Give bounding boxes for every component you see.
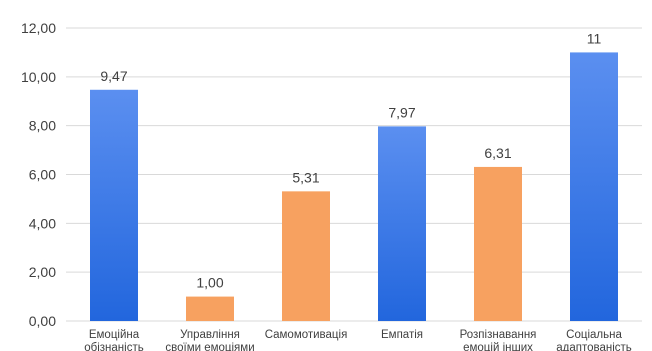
x-tick-label: Розпізнавання емоцій інших xyxy=(460,329,537,351)
x-tick-label: Управління своїми емоціями xyxy=(165,329,254,351)
x-tick-label: Емоційна обізнаність xyxy=(84,329,143,351)
bar xyxy=(90,89,138,321)
y-tick-label: 10,00 xyxy=(21,69,56,85)
data-label: 5,31 xyxy=(292,169,319,185)
data-label: 11 xyxy=(587,30,602,46)
y-tick-label: 6,00 xyxy=(29,167,56,183)
y-tick-label: 0,00 xyxy=(29,313,56,329)
bar xyxy=(570,52,618,322)
data-label: 7,97 xyxy=(388,104,415,120)
bar xyxy=(378,126,426,321)
data-label: 1,00 xyxy=(196,275,223,291)
bar xyxy=(282,191,330,321)
y-tick-label: 2,00 xyxy=(29,264,56,280)
y-axis-tick-labels: 0,00 2,00 4,00 6,00 8,00 10,00 12,00 xyxy=(21,20,56,329)
bars xyxy=(90,52,618,322)
bar xyxy=(474,166,522,321)
bar xyxy=(186,296,234,321)
x-tick-label: Самомотивація xyxy=(265,329,348,341)
x-axis-category-labels: Емоційна обізнаність Управління своїми емоц… xyxy=(84,329,632,351)
data-label: 6,31 xyxy=(484,145,511,161)
data-labels: 9,47 1,00 5,31 7,97 6,31 11 xyxy=(100,30,601,290)
data-label: 9,47 xyxy=(100,68,127,84)
x-tick-label: Соціальна адаптованість xyxy=(556,329,632,351)
y-tick-label: 4,00 xyxy=(29,215,56,231)
y-tick-label: 8,00 xyxy=(29,118,56,134)
gridlines xyxy=(66,27,642,322)
x-tick-label: Емпатія xyxy=(381,329,423,341)
y-tick-label: 12,00 xyxy=(21,20,56,36)
